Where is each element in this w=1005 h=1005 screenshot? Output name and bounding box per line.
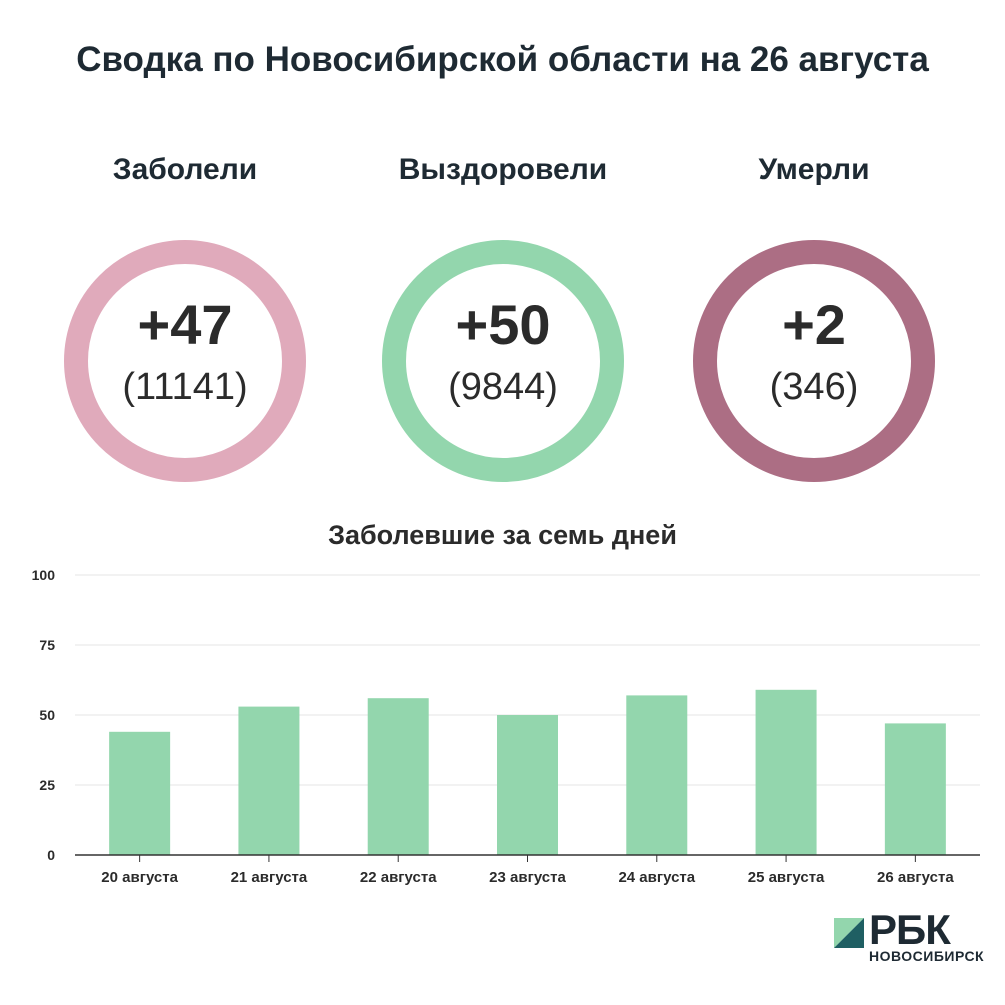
rbc-logo-mark-icon — [834, 918, 864, 948]
stat-infected: Заболели +47 (11141) — [35, 145, 335, 482]
bar — [884, 723, 946, 855]
x-tick-label: 23 августа — [489, 869, 566, 886]
stat-label: Выздоровели — [398, 153, 608, 186]
bar — [238, 706, 300, 855]
stat-total: (11141) — [122, 366, 248, 408]
x-tick-label: 21 августа — [231, 869, 308, 886]
logo-subtitle: НОВОСИБИРСК — [869, 948, 985, 964]
bar — [109, 731, 171, 855]
ring-infected: +47 (11141) — [64, 240, 306, 482]
stat-deaths: Умерли +2 (346) — [664, 145, 964, 482]
y-tick-label: 100 — [32, 567, 56, 583]
x-tick-label: 26 августа — [877, 869, 954, 886]
y-tick-label: 25 — [39, 777, 55, 793]
x-tick-label: 22 августа — [360, 869, 437, 886]
bar — [755, 689, 817, 855]
logo-text: РБК — [869, 906, 951, 953]
x-tick-label: 24 августа — [618, 869, 695, 886]
x-tick-label: 25 августа — [748, 869, 825, 886]
ring-recovered: +50 (9844) — [382, 240, 624, 482]
bar — [367, 698, 429, 855]
page-title: Сводка по Новосибирской области на 26 ав… — [76, 40, 929, 79]
stat-label: Заболели — [112, 153, 258, 186]
y-tick-label: 75 — [39, 637, 55, 653]
stat-label: Умерли — [758, 153, 870, 186]
stat-delta: +2 — [782, 293, 846, 356]
stat-delta: +47 — [137, 293, 233, 356]
y-tick-label: 50 — [39, 707, 55, 723]
bar — [497, 715, 558, 855]
chart-title: Заболевшие за семь дней — [328, 520, 677, 550]
x-tick-label: 20 августа — [101, 869, 178, 886]
stat-delta: +50 — [455, 293, 551, 356]
stat-total: (346) — [769, 366, 859, 408]
bar — [626, 695, 688, 855]
y-tick-label: 0 — [47, 847, 55, 863]
bar-chart: 0 25 50 75 100 20 августа 21 августа 22 августа… — [32, 567, 980, 886]
ring-deaths: +2 (346) — [693, 240, 935, 482]
rbc-logo: РБК НОВОСИБИРСК — [834, 906, 994, 974]
stat-total: (9844) — [448, 366, 558, 408]
stat-recovered: Выздоровели +50 (9844) — [353, 145, 653, 482]
